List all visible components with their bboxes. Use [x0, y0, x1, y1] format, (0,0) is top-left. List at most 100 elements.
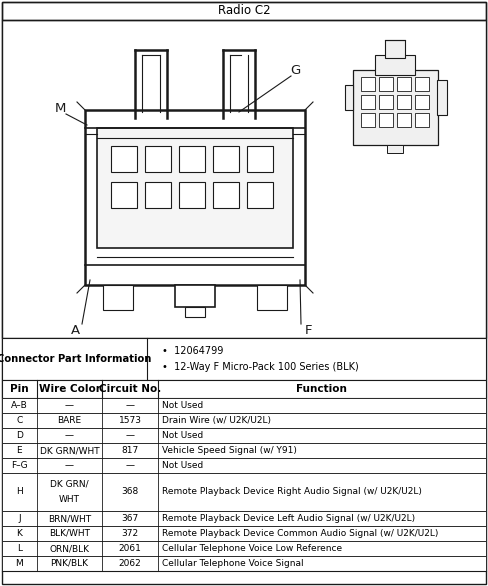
Text: BLK/WHT: BLK/WHT	[49, 529, 90, 538]
Bar	[257, 285, 287, 310]
Text: WHT: WHT	[59, 495, 80, 504]
Bar	[385, 40, 405, 58]
Bar	[247, 182, 273, 208]
Bar	[2, 556, 486, 571]
Bar	[379, 95, 393, 109]
Bar	[361, 95, 375, 109]
Text: Function: Function	[297, 384, 347, 394]
Text: M: M	[16, 559, 23, 568]
Text: C: C	[16, 416, 22, 425]
Bar	[2, 338, 486, 380]
Text: Vehicle Speed Signal (w/ Y91): Vehicle Speed Signal (w/ Y91)	[162, 446, 297, 455]
Bar	[353, 70, 438, 145]
Bar	[345, 85, 353, 110]
Text: Cellular Telephone Voice Signal: Cellular Telephone Voice Signal	[162, 559, 304, 568]
Bar	[2, 443, 486, 458]
Bar	[179, 146, 205, 172]
Bar	[379, 113, 393, 127]
Text: —: —	[125, 401, 135, 410]
Text: F–G: F–G	[11, 461, 28, 470]
Text: —: —	[65, 461, 74, 470]
Bar	[415, 77, 429, 91]
Bar	[2, 511, 486, 526]
Bar	[397, 77, 411, 91]
Text: 1573: 1573	[119, 416, 142, 425]
Bar	[415, 95, 429, 109]
Bar	[213, 182, 239, 208]
Bar	[361, 77, 375, 91]
Text: Not Used: Not Used	[162, 461, 203, 470]
Bar	[2, 2, 486, 20]
Text: 2062: 2062	[119, 559, 142, 568]
Text: Circuit No.: Circuit No.	[99, 384, 161, 394]
Text: 817: 817	[122, 446, 139, 455]
Text: —: —	[125, 431, 135, 440]
Bar	[2, 428, 486, 443]
Text: J: J	[18, 514, 20, 523]
Bar	[145, 146, 171, 172]
Bar	[85, 110, 305, 285]
Bar	[437, 80, 447, 115]
Bar	[415, 113, 429, 127]
Bar	[103, 285, 133, 310]
Text: PNK/BLK: PNK/BLK	[51, 559, 88, 568]
Text: Radio C2: Radio C2	[218, 5, 270, 18]
Bar	[2, 541, 486, 556]
Bar	[379, 77, 393, 91]
Text: Connector Part Information: Connector Part Information	[0, 354, 151, 364]
Text: M: M	[54, 101, 66, 114]
Bar	[111, 182, 137, 208]
Bar	[2, 458, 486, 473]
Text: H: H	[16, 488, 23, 496]
Text: ORN/BLK: ORN/BLK	[49, 544, 89, 553]
Bar	[2, 20, 486, 338]
Bar	[247, 146, 273, 172]
Text: DK GRN/WHT: DK GRN/WHT	[40, 446, 100, 455]
Text: A–B: A–B	[11, 401, 28, 410]
Text: G: G	[290, 63, 300, 77]
Text: 368: 368	[122, 488, 139, 496]
Text: DK GRN/: DK GRN/	[50, 480, 89, 489]
Bar	[361, 113, 375, 127]
Text: A: A	[70, 323, 80, 336]
Text: Remote Playback Device Common Audio Signal (w/ U2K/U2L): Remote Playback Device Common Audio Sign…	[162, 529, 438, 538]
Text: D: D	[16, 431, 23, 440]
Bar	[111, 146, 137, 172]
Text: •  12-Way F Micro-Pack 100 Series (BLK): • 12-Way F Micro-Pack 100 Series (BLK)	[162, 362, 359, 372]
Text: Remote Playback Device Left Audio Signal (w/ U2K/U2L): Remote Playback Device Left Audio Signal…	[162, 514, 415, 523]
Text: K: K	[17, 529, 22, 538]
Text: BRN/WHT: BRN/WHT	[48, 514, 91, 523]
Text: 367: 367	[122, 514, 139, 523]
Text: Wire Color: Wire Color	[39, 384, 101, 394]
Bar	[397, 95, 411, 109]
Text: Cellular Telephone Voice Low Reference: Cellular Telephone Voice Low Reference	[162, 544, 342, 553]
Text: —: —	[65, 431, 74, 440]
Text: —: —	[65, 401, 74, 410]
Text: Remote Playback Device Right Audio Signal (w/ U2K/U2L): Remote Playback Device Right Audio Signa…	[162, 488, 422, 496]
Text: Drain Wire (w/ U2K/U2L): Drain Wire (w/ U2K/U2L)	[162, 416, 271, 425]
Text: •  12064799: • 12064799	[162, 346, 224, 356]
Bar	[2, 398, 486, 413]
Text: Not Used: Not Used	[162, 401, 203, 410]
Text: —: —	[125, 461, 135, 470]
Text: L: L	[17, 544, 22, 553]
Bar	[179, 182, 205, 208]
Bar	[2, 380, 486, 398]
Bar	[2, 473, 486, 511]
Text: Not Used: Not Used	[162, 431, 203, 440]
Text: 2061: 2061	[119, 544, 142, 553]
Text: BARE: BARE	[58, 416, 81, 425]
Bar	[97, 128, 293, 248]
Bar	[387, 145, 403, 153]
Bar	[2, 526, 486, 541]
Bar	[213, 146, 239, 172]
Text: 372: 372	[122, 529, 139, 538]
Bar	[145, 182, 171, 208]
Text: F: F	[304, 323, 312, 336]
Bar	[175, 285, 215, 307]
Bar	[375, 55, 415, 75]
Text: Pin: Pin	[10, 384, 29, 394]
Bar	[397, 113, 411, 127]
Bar	[2, 413, 486, 428]
Text: E: E	[17, 446, 22, 455]
